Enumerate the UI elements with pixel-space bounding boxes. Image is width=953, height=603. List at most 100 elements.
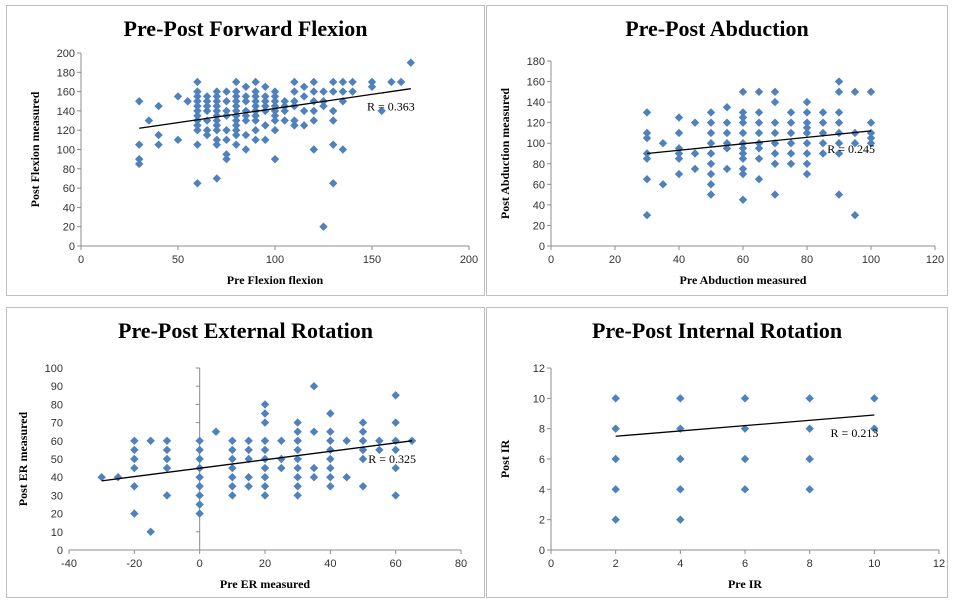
chart-1-point-48	[754, 128, 764, 138]
chart-0-point-113	[309, 106, 318, 116]
chart-0-point-129	[338, 145, 348, 154]
chart-1-point-35	[738, 113, 748, 122]
chart-0-point-84	[261, 106, 270, 116]
chart-0-point-4	[144, 116, 154, 125]
chart-1-point-24	[706, 169, 716, 179]
chart-0-point-131	[348, 87, 357, 96]
chart-2-point-51	[293, 427, 302, 436]
chart-3-y-tick-label-4: 8	[539, 424, 545, 436]
chart-1-point-26	[706, 190, 716, 199]
chart-2-x-tick-label-2: 0	[197, 558, 203, 570]
chart-2-point-8	[146, 436, 155, 445]
chart-0-point-58	[232, 121, 241, 130]
chart-2-x-tick-label-4: 40	[324, 558, 336, 570]
chart-3-x-axis-label: Pre IR	[728, 577, 762, 591]
chart-2-x-tick-label-3: 20	[259, 558, 271, 570]
chart-0-point-70	[251, 77, 260, 87]
chart-0-point-104	[290, 116, 299, 125]
chart-1-point-43	[738, 169, 748, 179]
chart-0-y-tick-label-8: 160	[57, 87, 75, 99]
chart-3-y-tick-label-0: 0	[539, 545, 545, 557]
chart-2-point-54	[293, 454, 302, 464]
chart-3-x-tick-label-5: 10	[868, 558, 880, 570]
chart-0-x-tick-label-4: 200	[460, 254, 478, 266]
chart-0-point-112	[309, 97, 318, 106]
chart-0-point-72	[251, 92, 260, 101]
chart-1-point-29	[722, 128, 732, 138]
chart-1-x-tick-label-5: 100	[862, 254, 880, 266]
chart-0-point-5	[154, 101, 163, 111]
chart-1-point-59	[770, 159, 780, 168]
chart-1-point-28	[722, 118, 732, 127]
chart-1-y-tick-label-1: 20	[533, 220, 545, 232]
chart-2-x-tick-label-0: -40	[61, 558, 77, 570]
chart-0-point-33	[212, 101, 221, 111]
chart-2-x-tick-label-1: -20	[126, 558, 142, 570]
chart-forward-flexion: Pre-Post Forward Flexion 0 20 40 60 80 100 120 1…	[28, 16, 478, 287]
chart-1-point-75	[802, 169, 812, 179]
chart-2-point-68	[326, 463, 335, 473]
chart-2-point-59	[309, 382, 319, 391]
chart-0-point-126	[338, 77, 348, 87]
chart-1-point-22	[706, 149, 716, 158]
chart-0-point-91	[270, 106, 280, 116]
chart-0-point-38	[212, 126, 221, 135]
chart-2-point-23	[195, 509, 204, 518]
chart-2-point-31	[228, 491, 237, 500]
chart-1-point-71	[802, 128, 812, 138]
chart-2-point-28	[228, 463, 237, 473]
chart-2-point-24	[211, 427, 221, 436]
chart-2-point-81	[391, 391, 400, 400]
chart-2-point-79	[375, 436, 384, 445]
chart-2-point-17	[195, 454, 204, 464]
chart-1-point-8	[658, 180, 668, 189]
chart-0-point-102	[290, 97, 299, 106]
chart-0-point-76	[251, 111, 260, 120]
chart-0-point-99	[280, 116, 289, 125]
chart-3-point-11	[740, 424, 750, 433]
chart-3-y-tick-label-6: 12	[533, 363, 545, 375]
chart-2-point-6	[130, 482, 139, 491]
chart-2-point-53	[293, 445, 302, 455]
chart-1-point-94	[866, 118, 876, 127]
chart-0-y-tick-label-3: 60	[63, 183, 75, 195]
chart-1-point-45	[754, 87, 764, 97]
chart-2-y-tick-label-0: 0	[57, 545, 63, 557]
chart-0-point-46	[222, 126, 231, 135]
chart-1-point-20	[706, 128, 716, 138]
chart-0-point-71	[251, 87, 260, 96]
chart-1-y-axis-label: Post Abduction measured	[498, 88, 512, 219]
chart-0-y-tick-label-10: 200	[57, 48, 75, 60]
chart-3-point-4	[611, 515, 620, 524]
chart-3-r-value: R = 0.213	[831, 426, 879, 440]
chart-0-point-1	[135, 140, 144, 149]
chart-2-point-66	[326, 445, 335, 455]
chart-0-point-22	[193, 179, 202, 188]
chart-3-point-16	[805, 454, 814, 464]
chart-0-y-tick-label-2: 40	[63, 202, 75, 214]
chart-2-point-71	[342, 436, 351, 445]
chart-3-x-tick-label-6: 12	[933, 558, 945, 570]
chart-0-y-axis-label: Post Flexion measured	[28, 91, 42, 207]
chart-1-point-62	[786, 118, 796, 127]
chart-0-point-7	[154, 140, 163, 149]
chart-3-point-3	[611, 485, 620, 494]
chart-1-point-4	[642, 154, 652, 163]
chart-3-point-1	[611, 424, 620, 433]
chart-0-point-74	[251, 101, 260, 111]
chart-1-point-63	[786, 128, 796, 138]
chart-0-point-34	[212, 106, 221, 116]
chart-2-point-10	[162, 436, 172, 445]
chart-0-y-tick-label-0: 0	[69, 241, 75, 253]
chart-2-point-36	[244, 482, 253, 491]
chart-1-point-2	[642, 133, 652, 143]
chart-2-point-39	[260, 418, 270, 427]
chart-2-point-64	[326, 427, 335, 436]
chart-0-point-105	[290, 121, 299, 130]
chart-2-point-74	[358, 427, 368, 436]
chart-2-point-60	[309, 427, 319, 436]
chart-2-point-1	[113, 473, 123, 482]
chart-1-point-69	[802, 118, 812, 127]
chart-2-point-84	[391, 445, 400, 455]
chart-1-point-80	[818, 149, 828, 158]
